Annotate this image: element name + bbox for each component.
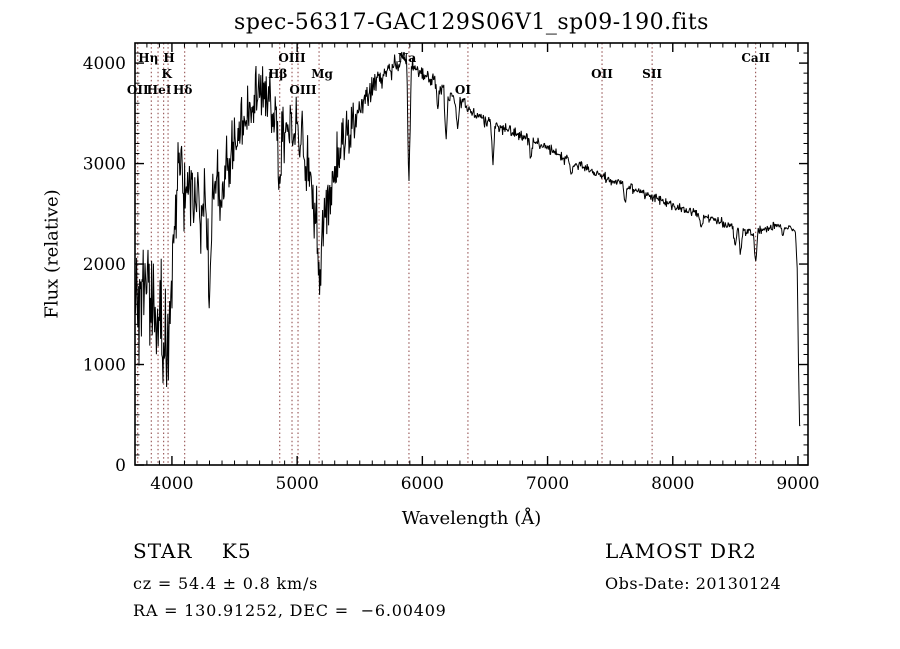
obs-date-label: Obs-Date: 20130124 — [605, 574, 782, 593]
spectral-line-label: HeI — [147, 83, 172, 97]
spectral-line-label: OIII — [278, 51, 306, 65]
y-tick-label: 4000 — [83, 54, 126, 74]
object-class-label: STAR K5 — [133, 539, 252, 563]
spectrum-trace — [134, 51, 801, 427]
x-tick-label: 8000 — [651, 474, 694, 494]
spectral-line-label: Mg — [311, 67, 333, 81]
plot-frame — [134, 42, 809, 466]
spectral-line-label: CaII — [741, 51, 770, 65]
axis-ticks — [135, 42, 808, 466]
spectral-line-label: Hδ — [173, 83, 192, 97]
coordinates-label: RA = 130.91252, DEC = −6.00409 — [133, 601, 447, 620]
spectral-line-label: Hβ — [268, 67, 287, 81]
spectral-line-label: OII — [127, 83, 149, 97]
spectral-line-label: SII — [642, 67, 662, 81]
x-tick-label: 6000 — [401, 474, 444, 494]
spectral-line-label: OII — [591, 67, 613, 81]
plot-title: spec-56317-GAC129S06V1_sp09-190.fits — [234, 10, 709, 35]
survey-label: LAMOST DR2 — [605, 539, 757, 563]
x-axis-label: Wavelength (Å) — [401, 508, 542, 529]
x-tick-label: 9000 — [776, 474, 819, 494]
spectral-line-label: K — [161, 67, 172, 81]
spectral-line-label: OIII — [289, 83, 317, 97]
y-tick-label: 0 — [115, 456, 126, 476]
x-tick-label: 4000 — [150, 474, 193, 494]
y-tick-label: 3000 — [83, 155, 126, 175]
spectral-line-label: OI — [455, 83, 471, 97]
spectral-line-label: H — [163, 51, 174, 65]
x-tick-label: 7000 — [526, 474, 569, 494]
y-tick-label: 1000 — [83, 356, 126, 376]
radial-velocity-label: cz = 54.4 ± 0.8 km/s — [133, 574, 319, 593]
x-tick-label: 5000 — [276, 474, 319, 494]
y-tick-label: 2000 — [83, 255, 126, 275]
tick-labels: 4000 5000 6000 7000 8000 9000 0 1000 2000 3000 400… — [83, 54, 820, 494]
spectral-line-label: Hη — [138, 51, 158, 65]
